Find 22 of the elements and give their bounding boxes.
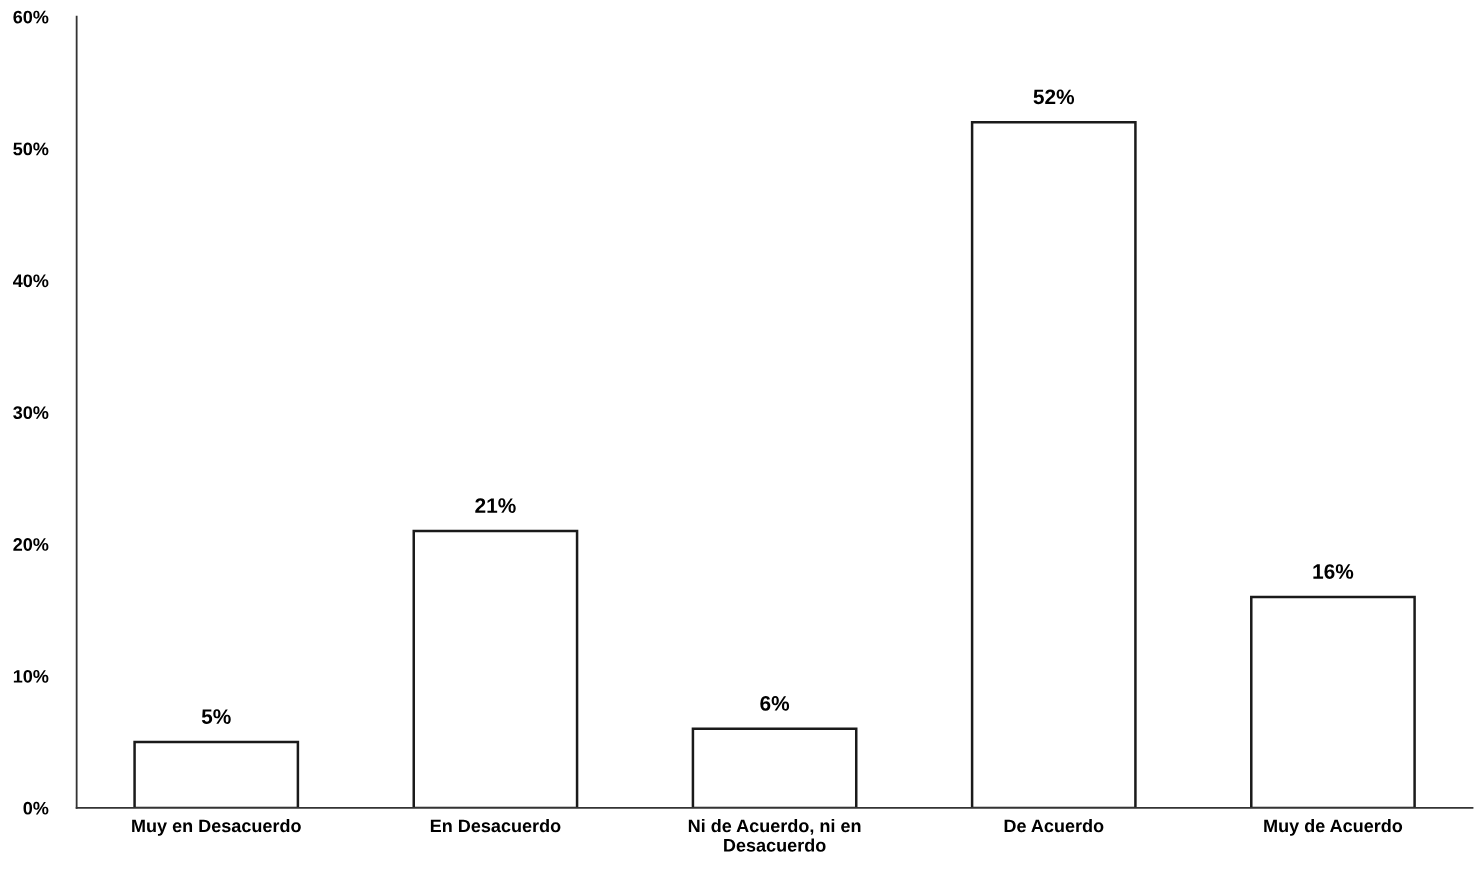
data-label: 21% bbox=[475, 498, 516, 513]
y-tick-label: 30% bbox=[13, 406, 49, 420]
bar bbox=[970, 120, 1137, 808]
x-tick-label: De Acuerdo bbox=[1004, 818, 1104, 833]
data-label: 5% bbox=[201, 709, 231, 724]
x-tick-label: Muy de Acuerdo bbox=[1264, 818, 1403, 836]
data-label: 16% bbox=[1313, 564, 1354, 579]
y-tick-label: 40% bbox=[13, 274, 49, 288]
y-tick-label: 20% bbox=[13, 538, 49, 551]
bar bbox=[1250, 595, 1416, 808]
bar bbox=[691, 727, 858, 808]
x-tick-label: Muy en Desacuerdo bbox=[132, 818, 301, 836]
y-tick-label: 60% bbox=[13, 10, 49, 24]
y-tick-label: 10% bbox=[13, 669, 49, 683]
data-label: 52% bbox=[1033, 89, 1075, 105]
bar bbox=[133, 740, 300, 808]
x-tick-label: En Desacuerdo bbox=[430, 818, 561, 833]
data-label: 6% bbox=[760, 696, 790, 711]
y-tick-label: 0% bbox=[23, 801, 49, 815]
y-tick-label: 50% bbox=[13, 142, 49, 156]
x-tick-label: Ni de Acuerdo, ni en Desacuerdo bbox=[688, 818, 861, 852]
bar bbox=[412, 529, 579, 808]
